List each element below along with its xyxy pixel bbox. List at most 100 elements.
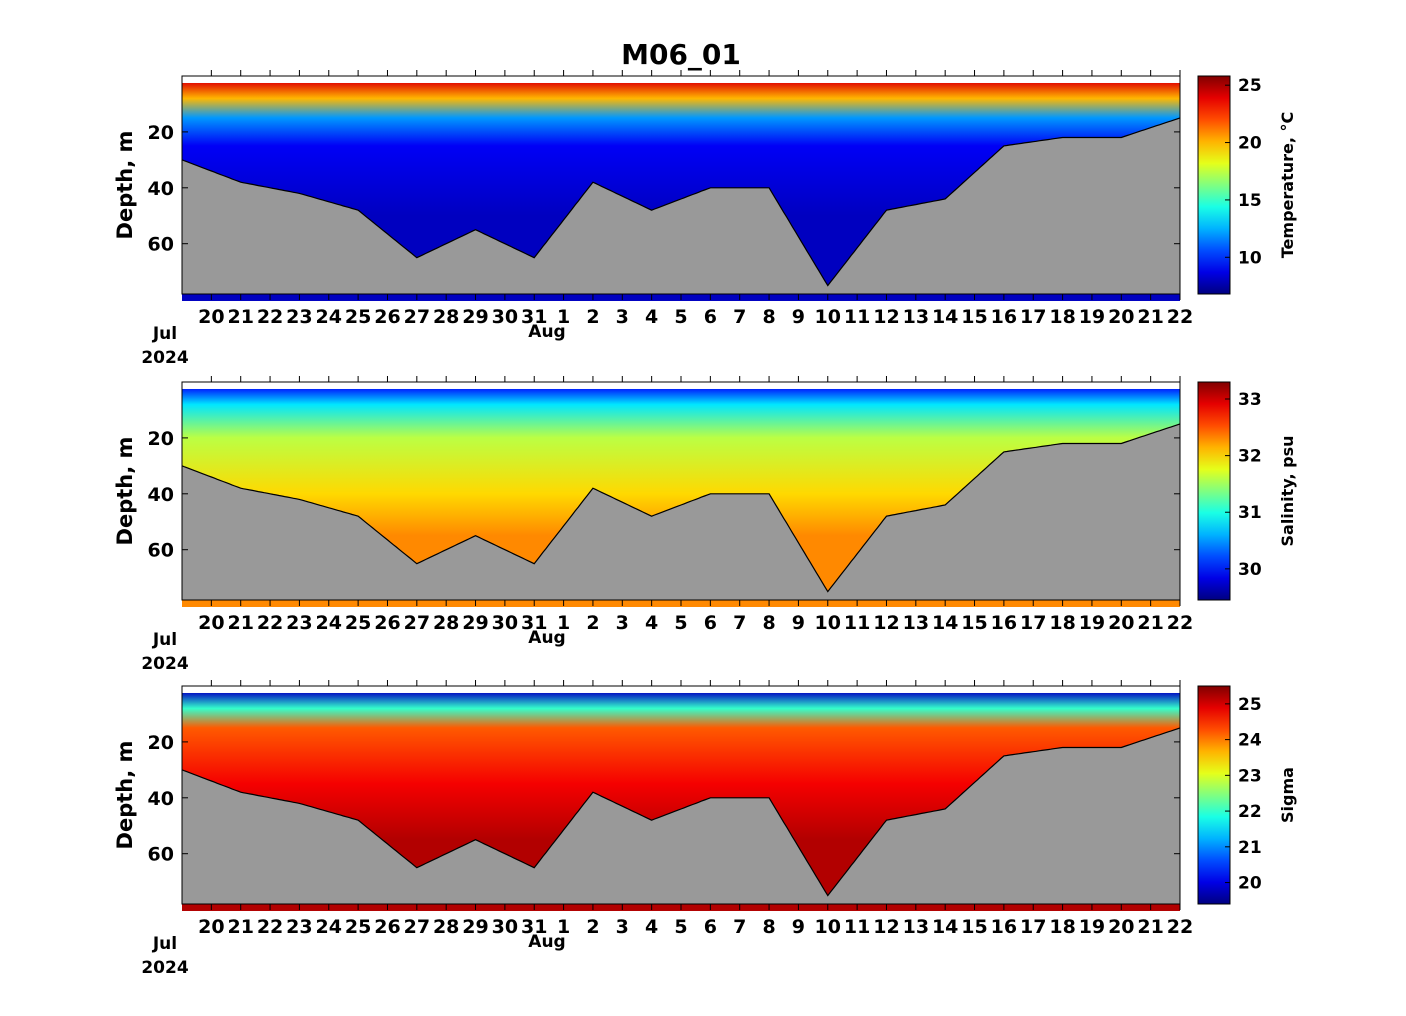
colorbar-label: Salinity, psu: [1278, 435, 1297, 546]
seafloor-line: [181, 727, 1181, 897]
x-tick-label: 27: [404, 612, 430, 634]
x-tick-label: 18: [1049, 916, 1075, 938]
x-tick-label: 30: [492, 916, 518, 938]
x-tick-label: 8: [762, 916, 775, 938]
y-tick-label: 60: [148, 234, 174, 256]
x-tick-label: 11: [844, 612, 870, 634]
colorbar-tick-label: 25: [1238, 695, 1262, 715]
x-tick-label: 31: [521, 306, 547, 328]
x-tick-label: 20: [1108, 306, 1134, 328]
x-tick-label: 21: [1137, 306, 1163, 328]
x-tick-label: 5: [674, 916, 687, 938]
x-tick-label: 29: [462, 916, 488, 938]
x-tick-label: 17: [1020, 916, 1046, 938]
x-tick-label: 22: [1167, 916, 1193, 938]
x-tick-label: 20: [198, 612, 224, 634]
seafloor-line: [181, 423, 1181, 593]
x-tick-label: 9: [792, 612, 805, 634]
x-tick-label: 22: [257, 306, 283, 328]
x-tick-label: 10: [815, 612, 841, 634]
x-tick-label: 1: [557, 306, 570, 328]
x-tick-label: 6: [704, 306, 717, 328]
y-tick-label: 40: [148, 178, 174, 200]
month-label: Aug: [528, 932, 565, 952]
x-tick-label: 2: [586, 916, 599, 938]
x-tick-label: 20: [198, 916, 224, 938]
x-tick-label: 16: [991, 916, 1017, 938]
year-label: 2024: [141, 654, 188, 674]
y-tick-label: 60: [148, 844, 174, 866]
x-tick-label: 25: [345, 306, 371, 328]
y-tick-label: 20: [148, 732, 174, 754]
colorbar: [1197, 685, 1231, 905]
seafloor-area: [182, 727, 1180, 904]
x-tick-label: 4: [645, 612, 658, 634]
x-tick-label: 19: [1079, 916, 1105, 938]
x-tick-label: 13: [903, 306, 929, 328]
x-tick-label: 30: [492, 612, 518, 634]
y-tick-label: 40: [148, 788, 174, 810]
x-tick-label: 3: [616, 916, 629, 938]
x-tick-label: 15: [961, 916, 987, 938]
x-tick-label: 12: [873, 306, 899, 328]
colorbar-tick-label: 32: [1238, 447, 1262, 467]
x-tick-label: 19: [1079, 306, 1105, 328]
year-label: 2024: [141, 958, 188, 978]
y-tick-label: 20: [148, 428, 174, 450]
x-tick-label: 31: [521, 612, 547, 634]
month-label: Aug: [528, 322, 565, 342]
x-tick-label: 7: [733, 306, 746, 328]
x-tick-label: 15: [961, 612, 987, 634]
x-tick-label: 8: [762, 612, 775, 634]
x-tick-label: 26: [374, 306, 400, 328]
x-tick-label: 11: [844, 916, 870, 938]
colorbar-tick-label: 22: [1238, 802, 1262, 822]
y-axis-label: Depth, m: [113, 437, 137, 546]
x-tick-label: 27: [404, 916, 430, 938]
x-tick-label: 12: [873, 612, 899, 634]
year-label: 2024: [141, 348, 188, 368]
y-axis-label: Depth, m: [113, 131, 137, 240]
x-tick-label: 26: [374, 916, 400, 938]
colorbar-tick-label: 24: [1238, 731, 1262, 751]
x-tick-label: 3: [616, 612, 629, 634]
x-tick-label: 5: [674, 612, 687, 634]
x-tick-label: 16: [991, 306, 1017, 328]
month-label: Jul: [152, 324, 177, 344]
month-label: Jul: [152, 934, 177, 954]
x-tick-label: 4: [645, 306, 658, 328]
x-tick-label: 11: [844, 306, 870, 328]
x-tick-label: 21: [227, 306, 253, 328]
x-tick-label: 24: [316, 916, 342, 938]
colorbar: [1197, 381, 1231, 601]
colorbar-tick-label: 10: [1238, 248, 1262, 268]
x-tick-label: 22: [1167, 306, 1193, 328]
x-tick-label: 25: [345, 612, 371, 634]
colorbar-tick-label: 30: [1238, 560, 1262, 580]
x-tick-label: 21: [1137, 612, 1163, 634]
x-tick-label: 1: [557, 916, 570, 938]
x-tick-label: 13: [903, 916, 929, 938]
y-tick-label: 60: [148, 540, 174, 562]
x-tick-label: 14: [932, 306, 958, 328]
x-tick-label: 24: [316, 306, 342, 328]
x-tick-label: 21: [227, 916, 253, 938]
colorbar-tick-label: 23: [1238, 766, 1262, 786]
x-tick-label: 5: [674, 306, 687, 328]
colorbar-tick-label: 20: [1238, 874, 1262, 894]
x-tick-label: 7: [733, 612, 746, 634]
seafloor-line: [181, 117, 1181, 287]
x-tick-label: 27: [404, 306, 430, 328]
x-tick-label: 21: [227, 612, 253, 634]
x-tick-label: 6: [704, 612, 717, 634]
x-tick-label: 20: [1108, 916, 1134, 938]
x-tick-label: 13: [903, 612, 929, 634]
x-tick-label: 28: [433, 916, 459, 938]
x-tick-label: 2: [586, 612, 599, 634]
x-tick-label: 21: [1137, 916, 1163, 938]
x-tick-label: 22: [257, 916, 283, 938]
x-tick-label: 6: [704, 916, 717, 938]
